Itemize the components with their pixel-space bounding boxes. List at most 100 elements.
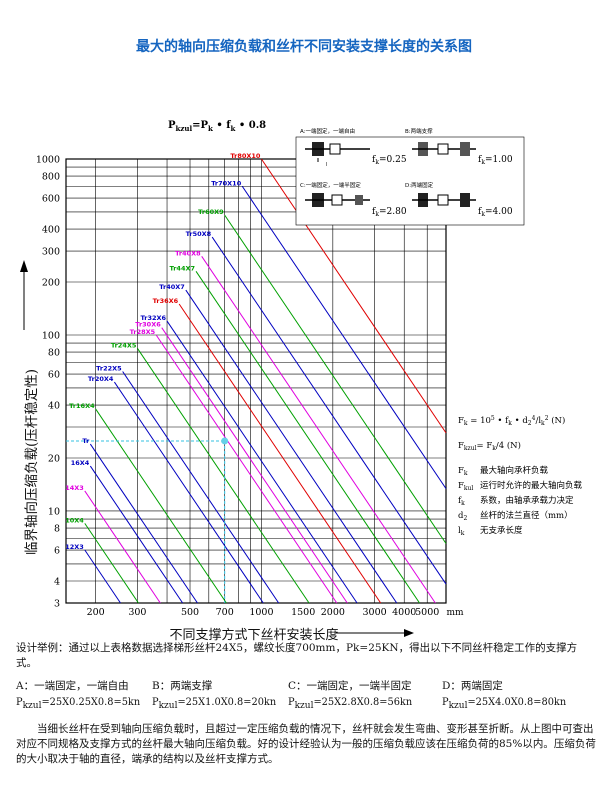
series-line	[84, 490, 161, 604]
legend-def: lk 无支承长度	[458, 525, 523, 537]
legend-def: d2 丝杆的法兰直径（mm）	[458, 510, 573, 522]
series-label: Tr30X6	[135, 321, 161, 329]
series-label: Tr40X8	[175, 249, 201, 257]
case-d-caption: D:两端固定	[405, 181, 434, 189]
x-tick-label: 1500	[291, 607, 315, 618]
option-a-calc: Pkzul=25X0.25X0.8=5kn	[16, 697, 141, 711]
series-label: Tr80X10	[230, 152, 261, 160]
x-tick-label: 2000	[321, 607, 345, 618]
y-tick-label: 100	[42, 330, 60, 341]
series-line	[241, 185, 447, 489]
x-axis-label: 不同支撑方式下丝杆安装长度	[169, 628, 339, 643]
y-tick-label: 80	[48, 348, 60, 359]
series-label: Tr32X6	[141, 314, 167, 322]
series-line	[155, 334, 338, 604]
y-axis-label: 临界轴向压缩负载(压杆稳定性)	[24, 368, 40, 556]
case-b-caption: B:两端支撑	[405, 127, 433, 135]
explanation-paragraph: 当细长丝杆在受到轴向压缩负载时，且超过一定压缩负载的情况下，丝杆就会发生弯曲、变…	[16, 723, 596, 765]
series-line	[211, 236, 447, 585]
bearing-b-drawing	[412, 142, 476, 156]
formula-pkzul: Pkzul=Pk • fk • 0.8	[168, 120, 266, 133]
series-label: 12X3	[65, 543, 84, 551]
series-line	[178, 303, 382, 604]
series-line	[224, 214, 447, 544]
series-line	[89, 465, 184, 604]
x-axis-arrow	[336, 629, 414, 637]
series-label: Tr44X7	[170, 264, 196, 272]
option-d-label: D：两端固定	[442, 680, 503, 692]
legend-def: Fk 最大轴向承杆负载	[458, 465, 549, 477]
option-b-calc: Pkzul=25X1.0X0.8=20kn	[152, 697, 277, 711]
chart-grid	[65, 158, 447, 604]
x-tick-label: 500	[181, 607, 199, 618]
legend-def: fk 系数，由轴承承载力决定	[458, 495, 574, 507]
series-line	[161, 327, 348, 604]
series-label: Tr50X8	[186, 230, 212, 238]
series-line	[84, 523, 139, 604]
y-tick-label: 800	[42, 172, 60, 183]
y-tick-label: 3	[54, 599, 60, 610]
bearing-c-drawing	[305, 193, 370, 207]
options-row-labels: A：一端固定，一端自由 B：两端支撑 C：一端固定，一端半固定 D：两端固定	[16, 678, 596, 694]
y-tick-label: 20	[48, 454, 60, 465]
case-a-fk: fk=0.25	[372, 155, 407, 166]
example-point	[221, 437, 229, 445]
option-d-calc: Pkzul=25X4.0X0.8=80kn	[442, 697, 567, 711]
chart-series-labels: Tr80X10 Tr70X10 Tr60X9 Tr50X8 Tr40X8 Tr44X7 Tr…	[65, 152, 261, 551]
design-example: 设计举例：通过以上表格数据选择梯形丝杆24X5，螺纹长度700mm，Pk=25K…	[16, 642, 578, 669]
series-line	[89, 443, 198, 604]
y-tick-label: 40	[48, 401, 60, 412]
support-cases-panel: A:一端固定，一端自由 B:两端支撑 C:一端固定，一端半固定 D:两端固定 l	[295, 127, 525, 226]
series-label: Tr20X4	[88, 375, 114, 383]
y-tick-label: 6	[54, 546, 60, 557]
y-tick-label: 600	[42, 194, 60, 205]
x-tick-label: 300	[128, 607, 146, 618]
y-tick-label: 60	[48, 370, 60, 381]
x-tick-label: 5000	[415, 607, 439, 618]
page-title: 最大的轴向压缩负载和丝杆不同安装支撑长度的关系图	[136, 39, 472, 55]
case-d-fk: fk=4.00	[478, 207, 513, 218]
legend-def: Fkul 运行时允许的最大轴向负载	[458, 480, 583, 492]
series-label: Tr40X7	[159, 283, 185, 291]
x-unit-label: mm	[446, 608, 464, 618]
series-line	[122, 371, 280, 604]
series-label: Tr16X4	[69, 402, 95, 410]
series-label: Tr	[82, 437, 90, 445]
svg-text:l: l	[326, 162, 327, 168]
series-label: Tr22X5	[96, 365, 122, 373]
case-c-fk: fk=2.80	[372, 207, 407, 218]
option-c-label: C：一端固定，一端半固定	[288, 680, 412, 692]
y-tick-label: 10	[48, 506, 60, 517]
series-line	[261, 158, 447, 434]
series-label: Tr24X5	[111, 341, 137, 349]
series-line	[136, 348, 310, 604]
x-tick-label: 200	[87, 607, 105, 618]
series-label: 16X4	[71, 459, 90, 467]
y-tick-label: 300	[42, 247, 60, 258]
option-b-label: B：两端支撑	[152, 680, 213, 692]
x-tick-label: 1000	[249, 607, 273, 618]
series-line	[84, 549, 121, 604]
legend-formula-fk: Fk = 105 • fk • d24/lk2 (N)	[458, 415, 565, 427]
y-tick-label: 200	[42, 278, 60, 289]
bearing-d-drawing	[412, 193, 476, 207]
series-line	[201, 256, 436, 604]
x-tick-label: 700	[216, 607, 234, 618]
series-label: Tr70X10	[211, 179, 242, 187]
series-line	[195, 271, 420, 604]
options-row-calcs: Pkzul=25X0.25X0.8=5kn Pkzul=25X1.0X0.8=2…	[16, 697, 606, 713]
x-tick-label: 4000	[392, 607, 416, 618]
bearing-a-drawing: l	[305, 142, 370, 168]
series-line	[166, 320, 358, 604]
y-tick-label: 1000	[36, 155, 60, 166]
legend-formula-fkzul: Fkzul= Fk/4 (N)	[458, 440, 521, 452]
y-axis-arrow	[20, 260, 28, 330]
series-line	[114, 381, 264, 604]
y-tick-label: 8	[54, 524, 60, 535]
case-a-caption: A:一端固定，一端自由	[300, 127, 355, 135]
y-tick-label: 4	[54, 577, 60, 588]
series-label: Tr36X6	[153, 297, 179, 305]
series-line	[185, 289, 398, 604]
